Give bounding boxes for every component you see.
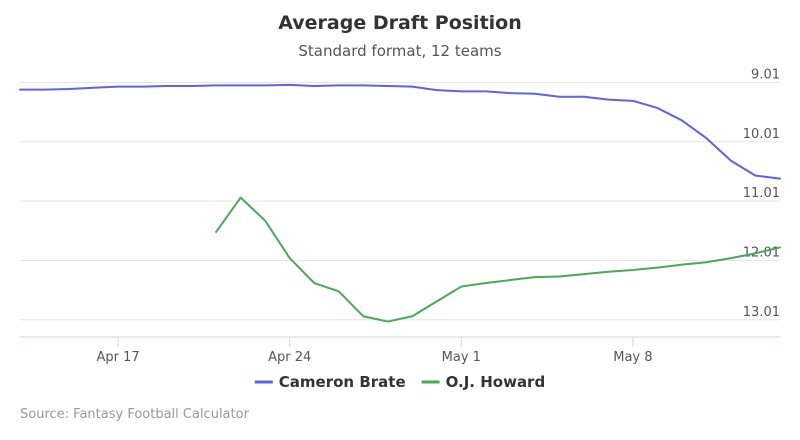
credits-text: Source: Fantasy Football Calculator [20, 407, 250, 422]
y-tick-label: 9.01 [751, 67, 780, 82]
legend-item-1[interactable]: O.J. Howard [421, 373, 546, 391]
legend-item-0[interactable]: Cameron Brate [254, 373, 406, 391]
y-tick-label: 11.01 [743, 186, 780, 201]
x-tick-label: Apr 17 [96, 350, 139, 365]
x-tick-label: May 8 [613, 350, 652, 365]
y-tick-label: 13.01 [743, 305, 780, 320]
series-line-0 [19, 83, 781, 180]
y-tick-label: 10.01 [743, 127, 780, 142]
legend-label: Cameron Brate [279, 373, 406, 391]
chart-title: Average Draft Position [278, 12, 522, 34]
series-line-1 [215, 196, 781, 323]
y-axis-labels: 9.01 10.01 11.01 12.01 13.01 [743, 67, 780, 319]
x-tick-label: May 1 [442, 350, 481, 365]
x-tick-label: Apr 24 [268, 350, 311, 365]
series-lines [19, 83, 781, 323]
x-axis: Apr 17 Apr 24 May 1 May 8 [20, 336, 780, 365]
chart-subtitle: Standard format, 12 teams [298, 42, 501, 60]
grid-lines [20, 81, 780, 321]
y-tick-label: 12.01 [743, 245, 780, 260]
legend: Cameron Brate O.J. Howard [254, 373, 546, 391]
legend-label: O.J. Howard [446, 373, 546, 391]
